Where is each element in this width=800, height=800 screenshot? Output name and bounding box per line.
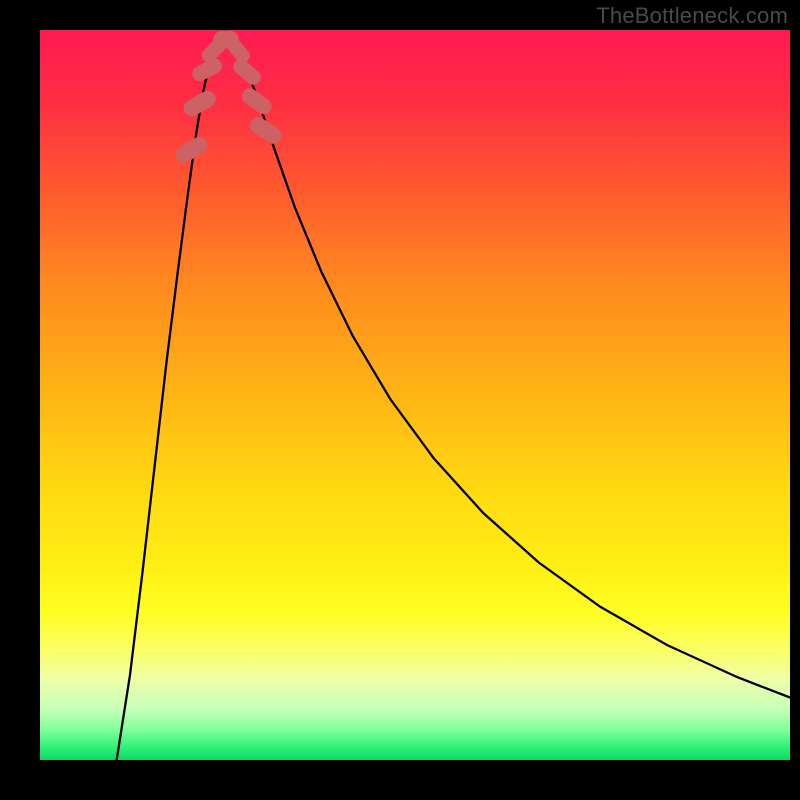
curve-svg (40, 30, 790, 760)
markers-group (172, 31, 284, 166)
marker (247, 114, 285, 147)
curve-left-branch (114, 39, 227, 760)
marker (239, 85, 275, 117)
curve-right-branch (226, 39, 790, 698)
chart-container: TheBottleneck.com (0, 0, 800, 800)
watermark-text: TheBottleneck.com (596, 3, 788, 29)
plot-area (40, 30, 790, 760)
